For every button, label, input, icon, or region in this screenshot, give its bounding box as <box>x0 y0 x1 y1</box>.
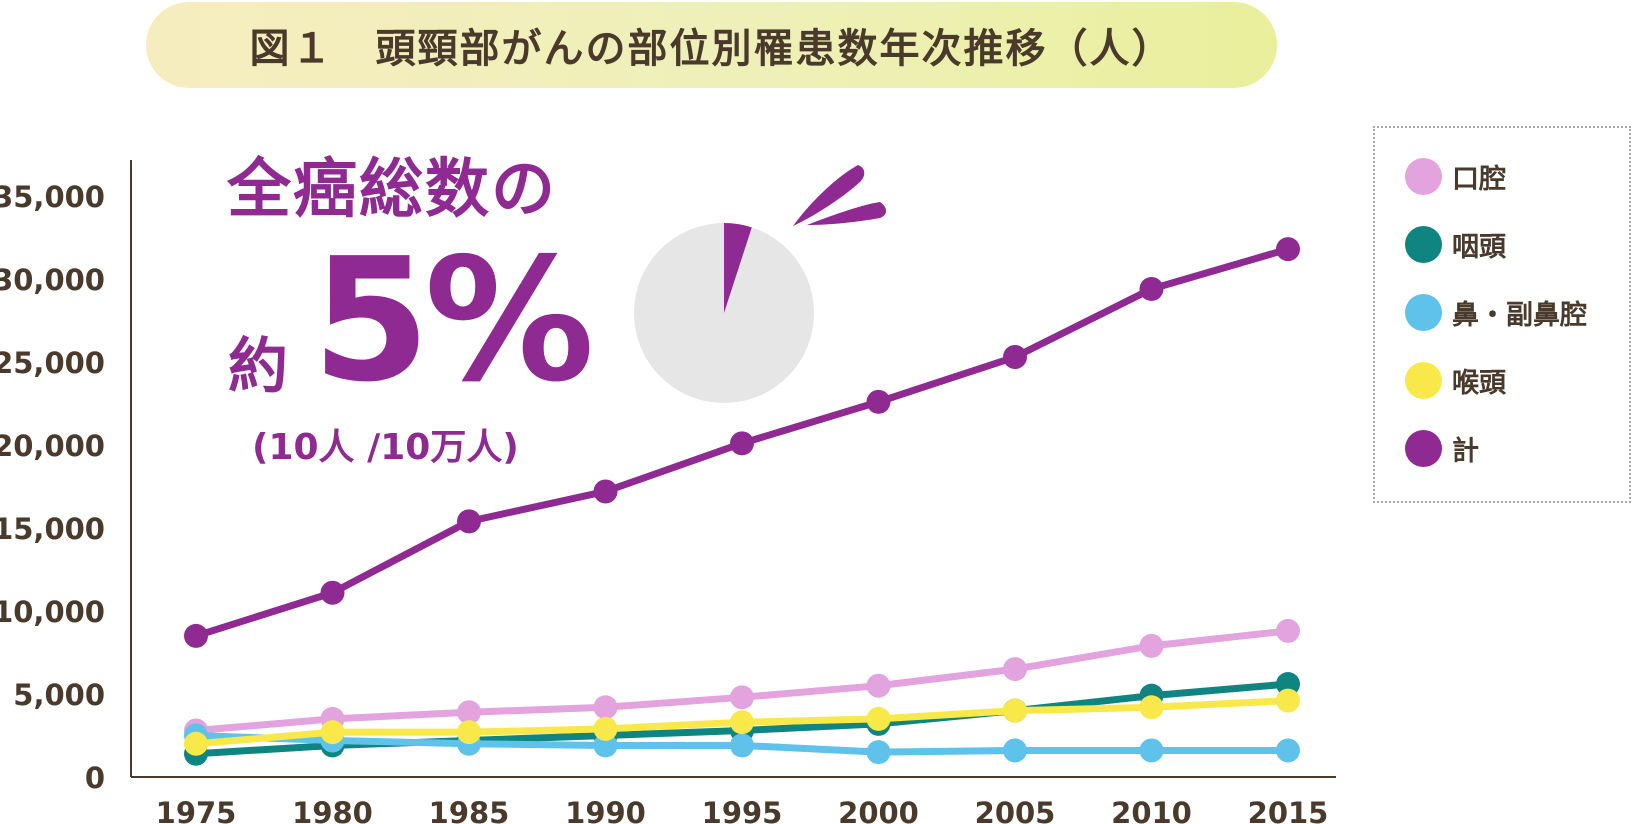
data-point-nasal <box>1139 738 1164 763</box>
data-point-nasal <box>1276 738 1300 763</box>
axes: 0 5,000 10,000 15,000 20,000 25,000 30,000 35,0… <box>0 160 1336 824</box>
data-point-total <box>320 580 345 605</box>
series-total <box>184 237 1300 648</box>
legend-item-larynx: 喉頭 <box>1405 358 1506 402</box>
legend-swatch-oral <box>1405 157 1442 195</box>
legend-label-total: 計 <box>1452 435 1479 467</box>
callout-prefix: 約 <box>228 332 288 402</box>
x-tick-label: 1980 <box>292 796 373 824</box>
data-point-nasal <box>730 733 754 758</box>
data-point-larynx <box>593 716 618 741</box>
legend-item-nasal: 鼻・副鼻腔 <box>1405 290 1587 334</box>
data-point-oral <box>866 673 891 698</box>
series-larynx <box>184 688 1300 756</box>
data-point-larynx <box>457 720 481 745</box>
data-point-total <box>1003 345 1027 370</box>
emphasis-mark <box>793 165 865 226</box>
x-tick-label: 2005 <box>975 796 1056 824</box>
y-tick-label: 35,000 <box>0 180 105 214</box>
data-point-total <box>593 479 618 504</box>
y-tick-label: 10,000 <box>0 595 105 629</box>
legend-label-nasal: 鼻・副鼻腔 <box>1452 299 1587 331</box>
data-point-total <box>1139 276 1164 301</box>
y-tick-label: 30,000 <box>0 263 105 297</box>
legend-label-oral: 口腔 <box>1452 163 1506 195</box>
x-tick-label: 1995 <box>702 796 783 824</box>
chart-title: 図１ 頭頸部がんの部位別罹患数年次推移（人） <box>249 26 1174 72</box>
legend: 口腔 咽頭 鼻・副鼻腔 喉頭 計 <box>1373 126 1631 503</box>
data-point-larynx <box>866 706 891 731</box>
x-tick-label: 2015 <box>1248 796 1329 824</box>
data-point-oral <box>593 695 618 720</box>
x-tick-label: 2010 <box>1111 796 1192 824</box>
data-point-nasal <box>866 740 891 765</box>
pie-chart <box>634 165 886 403</box>
callout-headline: 全癌総数の <box>227 153 557 227</box>
data-point-total <box>184 623 208 648</box>
data-point-total <box>457 509 481 534</box>
data-point-total <box>730 431 754 456</box>
y-tick-label: 20,000 <box>0 429 105 463</box>
legend-label-larynx: 喉頭 <box>1452 367 1506 399</box>
data-point-pharynx <box>1276 672 1300 697</box>
data-point-oral <box>1139 633 1164 658</box>
data-point-nasal <box>593 733 618 758</box>
data-point-larynx <box>1276 688 1300 713</box>
data-point-larynx <box>1139 695 1164 720</box>
legend-item-total: 計 <box>1405 426 1479 470</box>
data-point-nasal <box>1003 738 1027 763</box>
legend-swatch-nasal <box>1405 293 1442 331</box>
x-tick-label: 1990 <box>565 796 646 824</box>
data-point-oral <box>1276 618 1300 643</box>
x-tick-label: 1975 <box>156 796 237 824</box>
callout-value: 5% <box>312 222 595 420</box>
y-tick-label: 0 <box>85 761 105 795</box>
data-point-total <box>866 389 891 414</box>
data-point-total <box>1276 237 1300 262</box>
emphasis-mark <box>807 202 886 225</box>
legend-label-pharynx: 咽頭 <box>1452 231 1506 263</box>
legend-item-oral: 口腔 <box>1405 154 1506 198</box>
x-tick-label: 1985 <box>429 796 510 824</box>
legend-swatch-pharynx <box>1405 225 1442 263</box>
data-point-oral <box>457 700 481 725</box>
data-point-larynx <box>320 720 345 745</box>
y-tick-label: 5,000 <box>13 678 105 712</box>
callout-note: (10人 /10万人) <box>252 427 519 468</box>
data-point-larynx <box>184 731 208 756</box>
legend-swatch-larynx <box>1405 361 1442 399</box>
legend-swatch-total <box>1405 429 1442 467</box>
chart-title-banner: 図１ 頭頸部がんの部位別罹患数年次推移（人） <box>146 2 1277 88</box>
data-point-oral <box>1003 657 1027 682</box>
y-tick-label: 25,000 <box>0 346 105 380</box>
series-layer <box>184 237 1300 766</box>
data-point-larynx <box>730 710 754 735</box>
y-tick-label: 15,000 <box>0 512 105 546</box>
data-point-larynx <box>1003 698 1027 723</box>
x-tick-label: 2000 <box>838 796 919 824</box>
data-point-oral <box>730 685 754 710</box>
pie-slice-share <box>724 223 752 313</box>
legend-item-pharynx: 咽頭 <box>1405 222 1506 266</box>
